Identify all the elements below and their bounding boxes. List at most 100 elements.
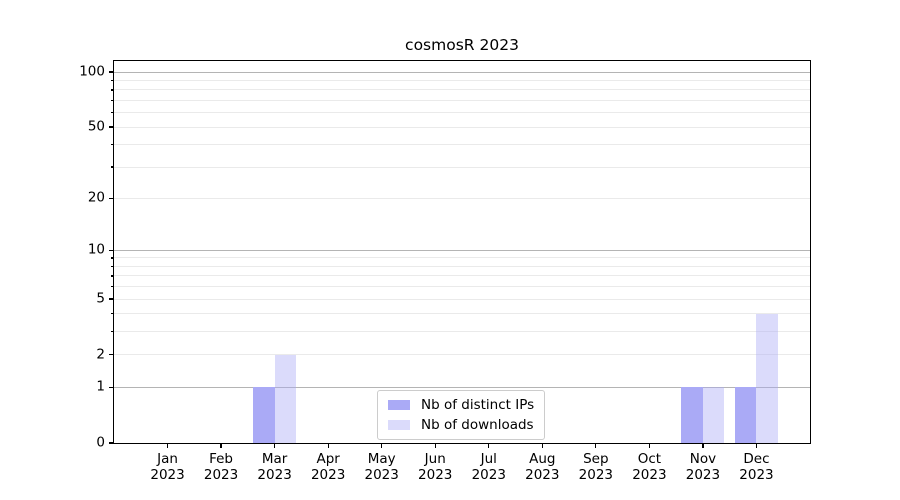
x-label-month: Mar bbox=[261, 451, 288, 467]
bar bbox=[253, 387, 275, 443]
gridline-minor bbox=[114, 354, 810, 356]
x-tick bbox=[273, 443, 276, 448]
y-minor-tick bbox=[111, 275, 114, 277]
y-tick-label: 100 bbox=[79, 63, 105, 80]
y-tick bbox=[109, 71, 114, 73]
y-tick-label: 50 bbox=[87, 118, 105, 135]
gridline-minor bbox=[114, 286, 810, 288]
y-tick-label: 10 bbox=[87, 241, 105, 258]
x-label-year: 2023 bbox=[418, 467, 453, 483]
x-tick-label: Mar 2023 bbox=[257, 451, 291, 483]
bar bbox=[274, 354, 297, 443]
x-tick-label: Aug 2023 bbox=[525, 451, 559, 483]
x-label-month: May bbox=[367, 451, 396, 467]
x-tick bbox=[702, 443, 704, 448]
legend-swatch bbox=[388, 420, 410, 430]
gridline-minor bbox=[114, 275, 810, 277]
x-tick bbox=[541, 443, 543, 448]
gridline-minor bbox=[114, 80, 810, 81]
x-tick bbox=[434, 443, 436, 448]
gridline-minor bbox=[114, 166, 810, 168]
x-tick bbox=[488, 443, 490, 448]
y-minor-tick bbox=[111, 143, 114, 146]
legend-item: Nb of distinct IPs bbox=[388, 397, 534, 413]
x-label-year: 2023 bbox=[310, 467, 346, 483]
legend-item: Nb of downloads bbox=[388, 417, 534, 433]
bar bbox=[734, 387, 757, 443]
legend: Nb of distinct IPs Nb of downloads bbox=[377, 390, 546, 440]
y-minor-tick bbox=[111, 111, 114, 114]
gridline-minor bbox=[114, 257, 810, 259]
gridline-minor bbox=[114, 126, 810, 128]
x-tick-label: Dec 2023 bbox=[739, 451, 773, 483]
x-label-year: 2023 bbox=[578, 467, 614, 483]
x-tick bbox=[595, 443, 597, 448]
x-label-month: Feb bbox=[209, 451, 234, 467]
y-minor-tick bbox=[111, 79, 114, 82]
gridline-major bbox=[114, 71, 810, 73]
gridline-minor bbox=[114, 99, 810, 101]
legend-label: Nb of downloads bbox=[421, 417, 534, 433]
x-label-year: 2023 bbox=[364, 467, 399, 483]
x-tick bbox=[381, 443, 383, 448]
y-tick bbox=[109, 298, 114, 300]
gridline-minor bbox=[114, 197, 810, 199]
x-tick-label: Oct 2023 bbox=[632, 451, 666, 483]
x-label-month: Apr bbox=[316, 451, 340, 467]
gridline-minor bbox=[114, 112, 810, 114]
y-minor-tick bbox=[111, 265, 114, 268]
bar bbox=[756, 313, 778, 443]
x-tick-label: Nov 2023 bbox=[686, 451, 720, 483]
x-tick-label: May 2023 bbox=[365, 451, 399, 483]
y-tick bbox=[109, 442, 114, 444]
x-label-year: 2023 bbox=[471, 467, 506, 483]
y-tick bbox=[109, 386, 114, 388]
gridline-major bbox=[114, 249, 810, 251]
x-tick-label: Sep 2023 bbox=[579, 451, 613, 483]
x-label-month: Nov bbox=[689, 451, 717, 467]
x-tick bbox=[755, 443, 758, 448]
x-tick-label: Jan 2023 bbox=[150, 451, 184, 483]
y-minor-tick bbox=[111, 257, 114, 259]
y-tick-label: 20 bbox=[87, 189, 105, 206]
gridline-minor bbox=[114, 298, 810, 300]
legend-swatch bbox=[388, 400, 410, 410]
y-tick-label: 5 bbox=[96, 290, 105, 307]
x-label-year: 2023 bbox=[203, 467, 239, 483]
legend-label: Nb of distinct IPs bbox=[421, 397, 535, 413]
y-minor-tick bbox=[111, 166, 114, 168]
x-tick-label: Apr 2023 bbox=[311, 451, 345, 483]
x-label-month: Oct bbox=[637, 451, 662, 467]
y-minor-tick bbox=[111, 89, 114, 91]
y-minor-tick bbox=[111, 330, 114, 333]
x-label-month: Jun bbox=[424, 451, 446, 467]
x-label-year: 2023 bbox=[525, 467, 560, 483]
gridline-major bbox=[114, 386, 810, 388]
y-minor-tick bbox=[111, 285, 114, 288]
x-label-month: Dec bbox=[743, 451, 770, 467]
gridline-minor bbox=[114, 89, 810, 91]
y-minor-tick bbox=[111, 99, 114, 102]
x-label-year: 2023 bbox=[150, 467, 185, 483]
y-tick bbox=[109, 126, 114, 128]
y-tick bbox=[109, 197, 114, 199]
plot-area: 0 1 2 5 10 20 50 100 Jan 2023 Feb 2023 Mar 2023 Apr 202… bbox=[79, 60, 811, 483]
y-tick-label: 2 bbox=[96, 345, 105, 362]
x-tick bbox=[648, 443, 651, 448]
x-tick bbox=[166, 443, 169, 448]
x-label-year: 2023 bbox=[257, 467, 292, 483]
x-label-year: 2023 bbox=[632, 467, 667, 483]
x-tick bbox=[327, 443, 329, 448]
x-tick-label: Feb 2023 bbox=[204, 451, 238, 483]
x-label-month: Aug bbox=[529, 451, 556, 467]
chart-title: cosmosR 2023 bbox=[405, 36, 519, 54]
y-tick bbox=[109, 354, 114, 356]
x-tick-label: Jul 2023 bbox=[472, 451, 506, 483]
x-label-year: 2023 bbox=[739, 467, 774, 483]
gridline-minor bbox=[114, 144, 810, 146]
x-tick-label: Jun 2023 bbox=[418, 451, 452, 483]
gridline-minor bbox=[114, 331, 810, 333]
x-label-month: Jan bbox=[157, 451, 178, 467]
x-tick bbox=[220, 443, 222, 448]
